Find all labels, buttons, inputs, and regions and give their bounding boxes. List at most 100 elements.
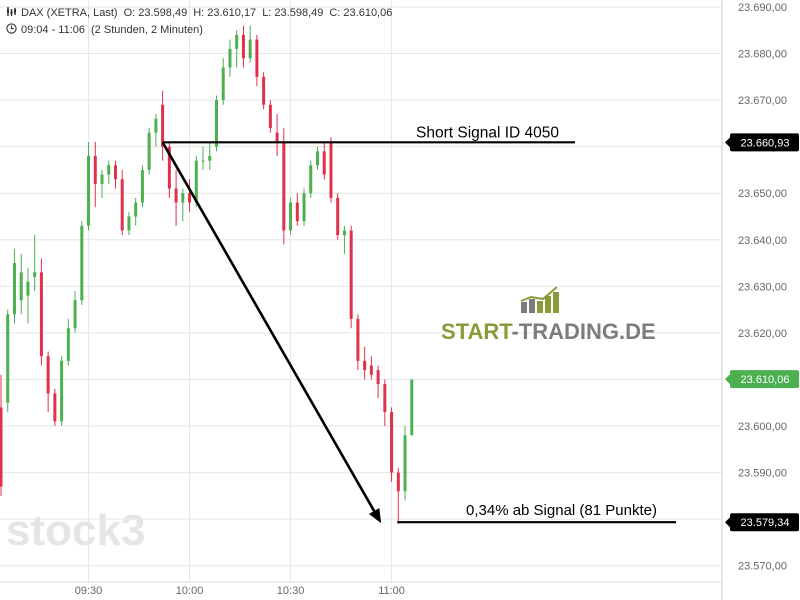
candle-body xyxy=(167,146,171,189)
candle-up xyxy=(26,267,30,324)
candle-up xyxy=(134,197,138,226)
candle-body xyxy=(262,76,266,105)
candle-body xyxy=(275,132,279,143)
candle-body xyxy=(140,169,144,203)
candle-body xyxy=(154,118,158,133)
candle-up xyxy=(181,188,185,222)
candle-down xyxy=(174,169,178,226)
candle-down xyxy=(349,225,353,329)
candle-body xyxy=(329,142,333,198)
start-trading-watermark: START-TRADING.DE xyxy=(441,286,656,344)
candle-up xyxy=(315,146,319,170)
candle-down xyxy=(241,25,245,68)
candle-body xyxy=(39,272,43,357)
candle-body xyxy=(107,165,111,175)
price-tag-bg xyxy=(730,370,799,389)
candle-up xyxy=(228,39,232,77)
candle-down xyxy=(390,407,394,482)
candle-up xyxy=(100,169,104,198)
candle-down xyxy=(161,90,165,161)
duration: (2 Stunden, 2 Minuten) xyxy=(91,23,203,36)
candle-body xyxy=(100,174,104,184)
stock3-watermark: stock3 xyxy=(6,506,145,555)
brand-logo-bar xyxy=(553,292,559,313)
candle-down xyxy=(113,160,117,189)
last-price-tag: 23.610,06 xyxy=(725,370,799,389)
y-tick-label: 23.680,00 xyxy=(738,49,787,61)
brand-logo-line xyxy=(520,286,558,302)
candle-down xyxy=(275,114,279,156)
candle-down xyxy=(383,379,387,427)
x-tick-label: 10:00 xyxy=(176,585,204,597)
candle-body xyxy=(12,263,16,315)
candle-up xyxy=(201,146,205,170)
candle-body xyxy=(87,155,91,226)
candle-up xyxy=(248,25,252,63)
candle-body xyxy=(113,165,117,180)
candle-down xyxy=(363,346,367,380)
y-tick-label: 23.570,00 xyxy=(738,561,787,573)
candle-body xyxy=(147,132,151,170)
candle-body xyxy=(255,39,259,77)
y-tick-label: 23.590,00 xyxy=(738,468,787,480)
brand-logo-bar xyxy=(529,299,535,313)
candle-body xyxy=(60,360,64,422)
price-tag-label: 23.579,34 xyxy=(741,517,790,529)
y-tick-label: 23.620,00 xyxy=(738,328,787,340)
y-tick-label: 23.650,00 xyxy=(738,188,787,200)
candle-body xyxy=(309,165,313,194)
y-tick-label: 23.670,00 xyxy=(738,95,787,107)
candle-body xyxy=(6,314,10,403)
candle-body xyxy=(228,48,232,68)
candle-body xyxy=(336,197,340,236)
candle-body xyxy=(201,160,205,162)
candle-body xyxy=(33,272,37,278)
candle-down xyxy=(329,137,333,203)
price-tag-label: 23.660,93 xyxy=(741,137,790,149)
candle-up xyxy=(66,318,70,366)
candle-body xyxy=(302,193,306,222)
candle-up xyxy=(302,188,306,226)
x-tick-label: 11:00 xyxy=(378,585,405,597)
signal-arrowhead xyxy=(368,508,382,524)
x-tick-label: 09:30 xyxy=(75,585,103,597)
candle-down xyxy=(322,142,326,180)
candle-body xyxy=(289,202,293,231)
candle-body xyxy=(120,179,124,231)
level-price-tag: 23.660,93 xyxy=(725,133,799,152)
candle-body xyxy=(134,202,138,217)
candle-down xyxy=(396,467,400,524)
candle-body xyxy=(80,225,84,301)
candle-body xyxy=(235,34,239,49)
candle-down xyxy=(356,314,360,371)
candle-body xyxy=(127,216,131,231)
candle-down xyxy=(268,100,272,133)
low-value: L: 23.598,49 xyxy=(262,6,324,19)
brand-logo-bar xyxy=(521,302,527,313)
candle-body xyxy=(0,407,3,487)
candle-body xyxy=(181,193,185,203)
instrument-name: DAX (XETRA, Last) xyxy=(21,6,118,19)
candle-body xyxy=(174,188,178,203)
signal-arrow xyxy=(161,141,376,512)
candle-body xyxy=(403,435,407,492)
candle-down xyxy=(262,72,266,110)
candle-down xyxy=(39,258,43,366)
candle-up xyxy=(33,235,37,291)
short-signal-label: Short Signal ID 4050 xyxy=(416,124,559,141)
candle-body xyxy=(194,160,198,203)
candles xyxy=(0,25,414,524)
candle-up xyxy=(403,426,407,501)
candle-up xyxy=(342,225,346,254)
candle-body xyxy=(93,155,97,184)
candle-up xyxy=(127,211,131,236)
candle-body xyxy=(390,412,394,473)
candle-body xyxy=(248,39,252,59)
candle-body xyxy=(376,370,380,385)
brand-logo-bar xyxy=(545,296,551,313)
result-label: 0,34% ab Signal (81 Punkte) xyxy=(466,502,657,519)
candles-icon xyxy=(6,6,17,20)
candle-up xyxy=(147,128,151,175)
instrument-header: DAX (XETRA, Last) O: 23.598,49 H: 23.610,1… xyxy=(6,6,398,20)
